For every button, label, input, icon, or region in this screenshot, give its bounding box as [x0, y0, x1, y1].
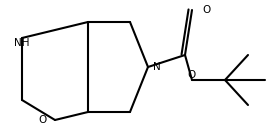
- Text: O: O: [39, 115, 47, 125]
- Text: O: O: [188, 70, 196, 80]
- Text: N: N: [153, 62, 161, 72]
- Text: O: O: [202, 5, 210, 15]
- Text: NH: NH: [14, 38, 30, 48]
